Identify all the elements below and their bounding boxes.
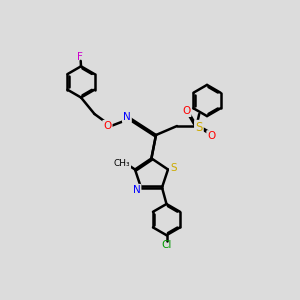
- Text: N: N: [123, 112, 131, 122]
- Text: S: S: [170, 163, 177, 173]
- Text: F: F: [77, 52, 83, 62]
- Text: CH₃: CH₃: [113, 159, 130, 168]
- Text: O: O: [103, 121, 112, 131]
- Text: S: S: [195, 121, 203, 134]
- Text: O: O: [182, 106, 190, 116]
- Text: Cl: Cl: [161, 240, 172, 250]
- Text: N: N: [133, 185, 140, 195]
- Text: O: O: [207, 131, 216, 141]
